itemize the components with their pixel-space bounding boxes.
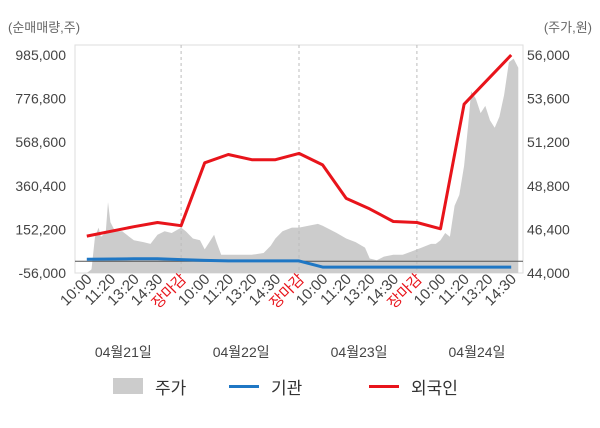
- y-right-tick: 51,200: [527, 134, 570, 150]
- series-line-외국인: [86, 53, 513, 238]
- y-left-tick: 985,000: [15, 47, 66, 63]
- price-area: [86, 58, 519, 273]
- legend-item-price: 주가: [113, 372, 186, 400]
- day-label: 04월21일: [95, 344, 152, 360]
- legend-label-foreign: 외국인: [411, 378, 458, 398]
- day-label: 04월22일: [213, 344, 270, 360]
- y-left-tick: 152,200: [15, 221, 66, 237]
- legend-label-price: 주가: [155, 378, 187, 398]
- y-right-tick: 48,800: [527, 178, 570, 194]
- legend-item-institution: 기관: [229, 372, 302, 400]
- legend-swatch-price: [113, 378, 143, 394]
- chart-svg: (순매매량,주) (주가,원) 985,000 776,800 568,600 360,4…: [8, 20, 592, 360]
- legend: 주가 기관 외국인: [0, 372, 600, 400]
- y-right-tick: 53,600: [527, 91, 570, 107]
- legend-swatch-foreign: [369, 384, 399, 388]
- y-right-tick: 44,000: [527, 265, 570, 281]
- legend-swatch-institution: [229, 384, 259, 388]
- day-label: 04월24일: [449, 344, 506, 360]
- legend-item-foreign: 외국인: [369, 372, 458, 400]
- y-right-axis-title: (주가,원): [544, 20, 592, 35]
- y-left-tick: -56,000: [19, 265, 67, 281]
- day-label: 04월23일: [331, 344, 388, 360]
- y-left-tick: 776,800: [15, 91, 66, 107]
- y-right-tick: 46,400: [527, 221, 570, 237]
- y-left-tick: 568,600: [15, 134, 66, 150]
- series-line-기관: [86, 257, 512, 269]
- y-left-tick: 360,400: [15, 178, 66, 194]
- y-right-tick: 56,000: [527, 47, 570, 63]
- legend-label-institution: 기관: [271, 378, 303, 398]
- y-left-axis-title: (순매매량,주): [8, 20, 80, 35]
